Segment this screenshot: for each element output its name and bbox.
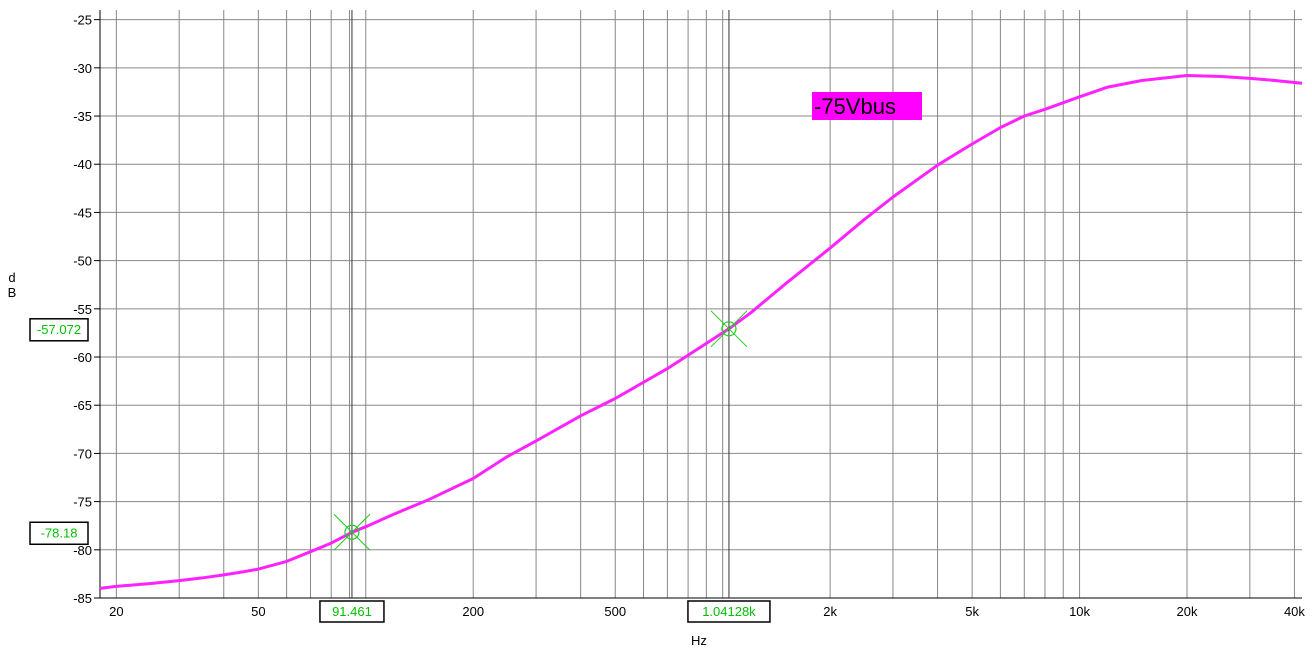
x-axis-ticks: 20 50 200 500 2k 5k 10k 20k 40k — [109, 604, 1305, 619]
series-layer — [99, 74, 1303, 590]
cursor-cross-line — [333, 513, 371, 551]
y-tick-label: -45 — [73, 205, 92, 220]
x-tick-label: 200 — [462, 604, 484, 619]
y-readout: -78.18 — [41, 525, 78, 540]
x-readout-box — [319, 600, 385, 623]
y-tick-label: -30 — [73, 61, 92, 76]
x-tick-label: 20 — [109, 604, 123, 619]
y-tick-label: -40 — [73, 157, 92, 172]
x-tick-label: 5k — [965, 604, 979, 619]
x-readout: 1.04128k — [702, 604, 756, 619]
y-readout-box — [29, 521, 89, 546]
cursor-cross-line — [710, 310, 748, 348]
y-tick-label: -35 — [73, 109, 92, 124]
x-axis-label: Hz — [691, 633, 707, 648]
series-line — [99, 74, 1303, 590]
plot-frame — [99, 10, 1302, 599]
y-tick-label: -65 — [73, 398, 92, 413]
legend-swatch — [812, 92, 922, 120]
x-readout: 91.461 — [332, 604, 372, 619]
x-readout-box — [687, 600, 771, 623]
y-readout-box — [29, 318, 89, 342]
cursor-marker[interactable]: 91.461 -78.18 — [29, 10, 385, 623]
y-axis-label: d — [8, 270, 15, 285]
y-tick-label: -55 — [73, 302, 92, 317]
y-tick-label: -75 — [73, 495, 92, 510]
y-axis-ticks: -25 -30 -35 -40 -45 -50 -55 -60 -65 -70 -75 -80 -85 — [73, 13, 100, 606]
grid — [100, 10, 1302, 599]
y-tick-label: -60 — [73, 350, 92, 365]
x-tick-label: 10k — [1069, 604, 1090, 619]
y-readout: -57.072 — [37, 322, 81, 337]
y-tick-label: -25 — [73, 13, 92, 28]
y-tick-label: -85 — [73, 591, 92, 606]
x-tick-label: 500 — [604, 604, 626, 619]
x-tick-label: 2k — [823, 604, 837, 619]
cursor-target-icon — [344, 524, 360, 540]
x-tick-label: 50 — [251, 604, 265, 619]
y-tick-label: -50 — [73, 254, 92, 269]
x-tick-label: 40k — [1284, 604, 1305, 619]
x-tick-label: 20k — [1177, 604, 1198, 619]
axis-labels: Hz dB — [8, 270, 707, 648]
cursor-target-icon — [721, 321, 737, 337]
cursor-marker[interactable]: 1.04128k -57.072 — [29, 10, 771, 623]
legend-label: -75Vbus — [814, 94, 896, 119]
cursor-markers[interactable]: 91.461 -78.18 1.04128k -57.072 — [29, 10, 771, 623]
y-axis-label: B — [8, 285, 17, 300]
y-tick-label: -70 — [73, 446, 92, 461]
legend: -75Vbus — [812, 92, 922, 120]
y-tick-label: -80 — [73, 543, 92, 558]
